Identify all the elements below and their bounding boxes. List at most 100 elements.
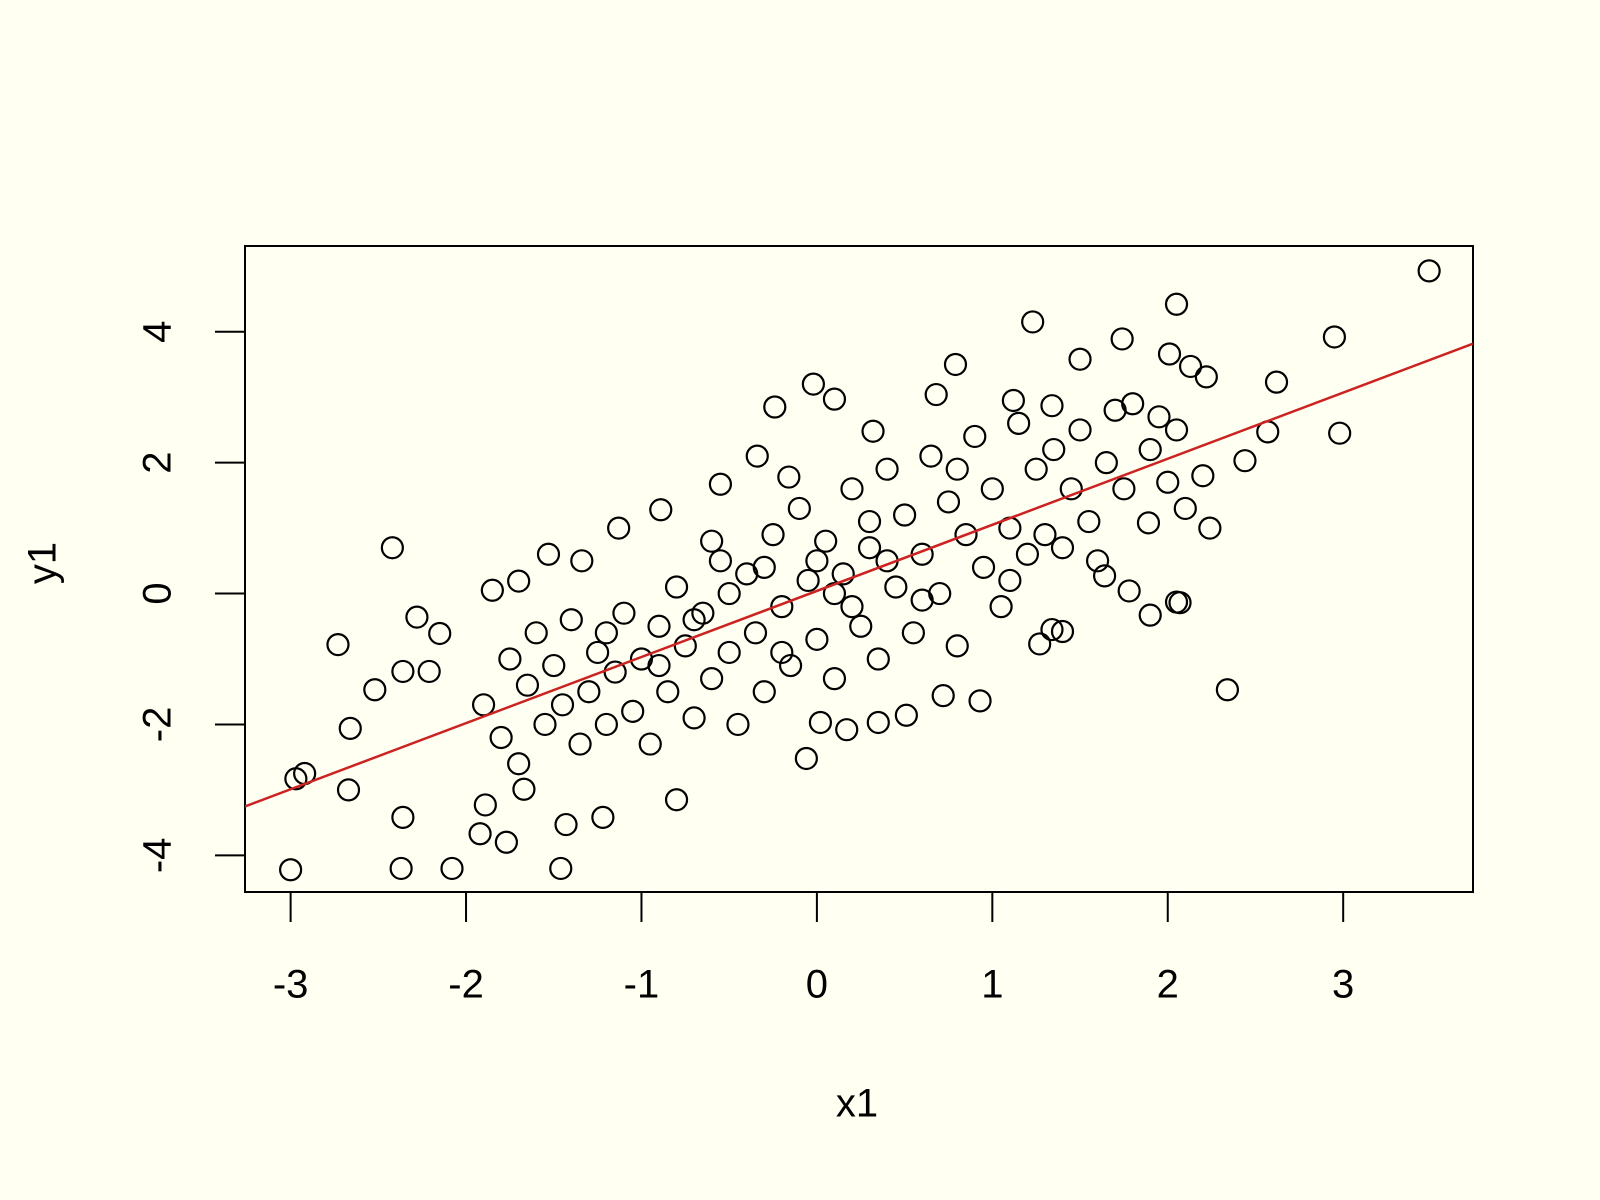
point: [570, 549, 594, 573]
point: [512, 777, 536, 801]
point: [621, 699, 645, 723]
point: [1001, 388, 1025, 413]
point: [1042, 437, 1066, 462]
point: [770, 640, 794, 665]
point: [664, 788, 689, 812]
point: [440, 856, 464, 881]
point: [743, 621, 768, 645]
point: [801, 372, 825, 396]
point: [577, 680, 601, 704]
point: [417, 659, 441, 684]
point: [875, 457, 899, 481]
point: [1191, 464, 1215, 488]
point: [612, 601, 636, 625]
y-axis-title: y1: [21, 542, 65, 584]
point: [673, 634, 697, 658]
point: [954, 523, 978, 547]
point: [380, 536, 404, 560]
point: [761, 523, 785, 547]
point: [708, 472, 733, 496]
point: [849, 614, 873, 638]
point: [647, 653, 671, 678]
point: [794, 746, 818, 771]
point: [1094, 451, 1118, 475]
point: [717, 640, 741, 665]
point: [1110, 327, 1134, 351]
point: [968, 689, 992, 713]
fit-line: [245, 342, 1473, 808]
point: [822, 667, 847, 691]
point: [884, 575, 908, 599]
point: [989, 595, 1013, 619]
x-tick-label: 3: [1332, 963, 1354, 1007]
y-tick-label: -4: [136, 838, 180, 874]
point: [861, 419, 885, 443]
point: [1024, 457, 1048, 481]
point: [586, 640, 610, 665]
point: [507, 752, 531, 776]
point: [796, 568, 820, 593]
point: [840, 595, 864, 619]
point: [1147, 405, 1171, 429]
plot-area: [245, 259, 1473, 882]
point: [389, 856, 413, 881]
point: [726, 712, 750, 737]
plot-frame: [244, 245, 1474, 893]
point: [945, 457, 969, 481]
x-tick-label: 0: [806, 963, 828, 1007]
point: [428, 621, 452, 646]
point: [943, 352, 968, 377]
x-tick-label: 2: [1157, 963, 1179, 1007]
y-tick-label: 4: [136, 321, 180, 343]
point: [1215, 678, 1240, 702]
point: [808, 710, 833, 735]
point: [664, 575, 689, 599]
point: [550, 693, 575, 717]
point: [1007, 411, 1031, 435]
point: [919, 444, 943, 468]
point: [1050, 619, 1075, 644]
point: [649, 498, 673, 522]
point: [1138, 437, 1162, 462]
point: [1164, 418, 1189, 442]
point: [591, 805, 615, 829]
point: [338, 716, 362, 740]
point: [1173, 496, 1197, 521]
point: [1198, 516, 1222, 540]
point: [1028, 632, 1052, 656]
point: [752, 680, 776, 704]
point: [1264, 370, 1289, 394]
point: [1040, 394, 1064, 418]
point: [1233, 449, 1257, 473]
point: [682, 706, 706, 730]
point: [745, 444, 769, 468]
point: [805, 549, 829, 573]
point: [594, 621, 618, 645]
point: [700, 529, 724, 553]
point: [857, 536, 882, 560]
point: [700, 667, 724, 691]
point: [910, 588, 934, 612]
point: [1168, 591, 1192, 615]
point: [1092, 564, 1117, 588]
point: [857, 509, 882, 534]
point: [805, 627, 829, 651]
point: [924, 382, 948, 407]
point: [945, 634, 969, 658]
point: [498, 647, 522, 671]
x-axis-title: x1: [836, 1082, 878, 1126]
point: [931, 684, 955, 708]
point: [936, 490, 961, 514]
point: [1164, 292, 1189, 316]
point: [682, 608, 706, 632]
point: [607, 516, 631, 540]
point: [536, 542, 561, 566]
point: [1136, 511, 1161, 535]
point: [533, 712, 557, 737]
y-tick-label: -2: [136, 707, 180, 743]
point: [835, 718, 859, 742]
point: [866, 647, 890, 671]
point: [822, 387, 847, 411]
point: [554, 812, 578, 837]
